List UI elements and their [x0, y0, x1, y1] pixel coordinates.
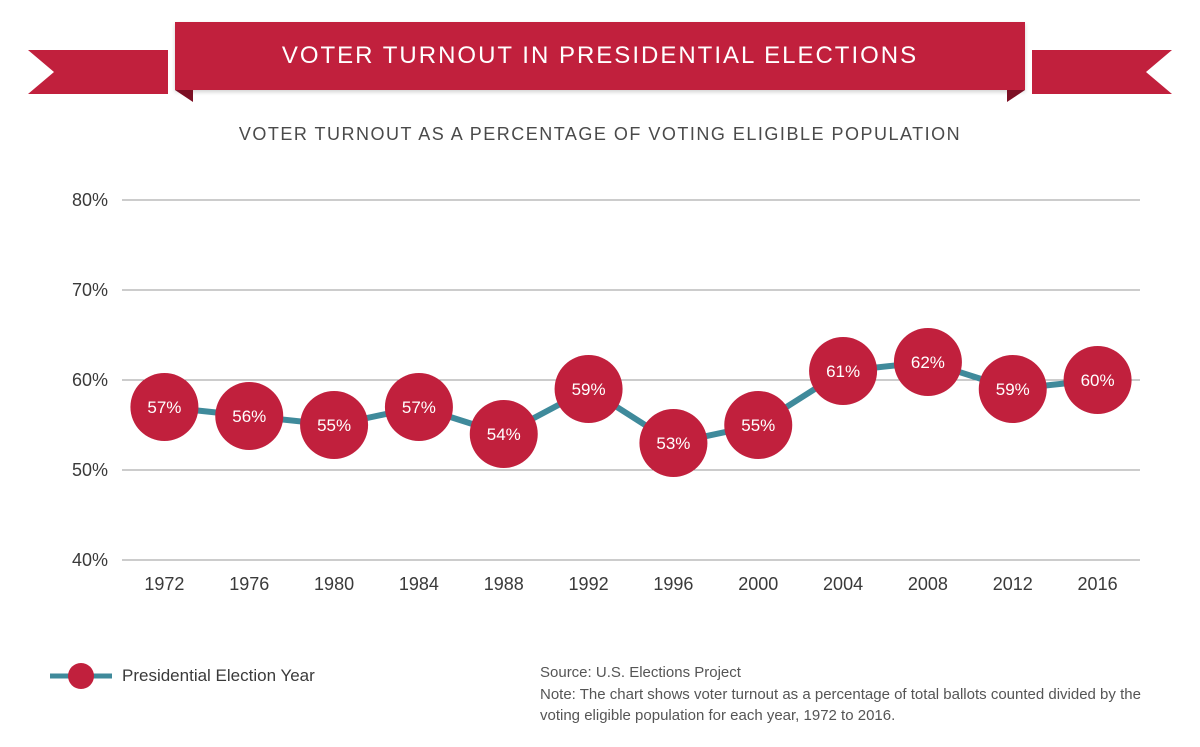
- y-axis-label: 50%: [72, 460, 108, 480]
- x-axis-label: 2004: [823, 574, 863, 594]
- x-axis-label: 2016: [1078, 574, 1118, 594]
- legend-marker-icon: [68, 663, 94, 689]
- x-axis-label: 1992: [569, 574, 609, 594]
- title-banner: VOTER TURNOUT IN PRESIDENTIAL ELECTIONS: [0, 22, 1200, 112]
- x-axis-label: 2000: [738, 574, 778, 594]
- turnout-line-chart: 40% 50% 60% 70% 80% 57% 1972 56% 1976 55% 1980 57% 1…: [50, 192, 1160, 612]
- x-axis-label: 1996: [653, 574, 693, 594]
- x-axis-label: 1988: [484, 574, 524, 594]
- x-axis-label: 1980: [314, 574, 354, 594]
- note-text: Note: The chart shows voter turnout as a…: [540, 684, 1160, 728]
- banner-fold-left: [175, 90, 193, 102]
- data-value-label: 54%: [487, 425, 521, 444]
- data-value-label: 62%: [911, 353, 945, 372]
- x-axis-label: 1976: [229, 574, 269, 594]
- banner-title: VOTER TURNOUT IN PRESIDENTIAL ELECTIONS: [282, 42, 918, 70]
- x-axis-label: 1972: [144, 574, 184, 594]
- y-axis-label: 70%: [72, 280, 108, 300]
- y-axis-label: 40%: [72, 550, 108, 570]
- data-value-label: 56%: [232, 407, 266, 426]
- chart-subtitle: VOTER TURNOUT AS A PERCENTAGE OF VOTING …: [0, 124, 1200, 145]
- data-value-label: 59%: [572, 380, 606, 399]
- y-axis-label: 80%: [72, 192, 108, 210]
- source-text: Source: U.S. Elections Project: [540, 662, 1160, 684]
- x-axis-label: 2012: [993, 574, 1033, 594]
- data-value-label: 61%: [826, 362, 860, 381]
- legend: Presidential Election Year: [50, 662, 315, 690]
- banner-main: VOTER TURNOUT IN PRESIDENTIAL ELECTIONS: [175, 22, 1025, 90]
- y-axis-label: 60%: [72, 370, 108, 390]
- data-value-label: 57%: [147, 398, 181, 417]
- banner-fold-right: [1007, 90, 1025, 102]
- x-axis-label: 2008: [908, 574, 948, 594]
- ribbon-tail-left-icon: [28, 50, 168, 94]
- ribbon-tail-right-icon: [1032, 50, 1172, 94]
- data-value-label: 55%: [741, 416, 775, 435]
- x-axis-label: 1984: [399, 574, 439, 594]
- data-value-label: 57%: [402, 398, 436, 417]
- data-value-label: 60%: [1081, 371, 1115, 390]
- legend-swatch: [50, 662, 112, 690]
- data-value-label: 55%: [317, 416, 351, 435]
- data-value-label: 53%: [656, 434, 690, 453]
- legend-label: Presidential Election Year: [122, 666, 315, 686]
- data-value-label: 59%: [996, 380, 1030, 399]
- chart-notes: Source: U.S. Elections Project Note: The…: [540, 662, 1160, 727]
